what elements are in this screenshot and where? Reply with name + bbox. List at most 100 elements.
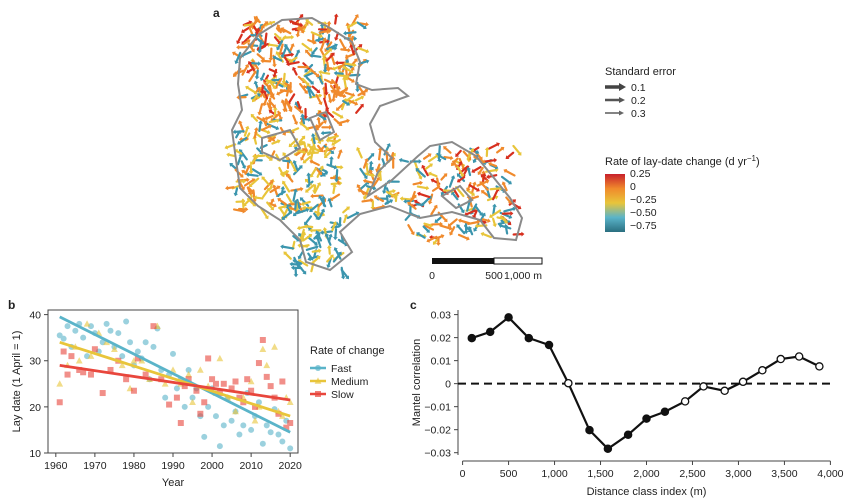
- direction-arrow: [326, 254, 334, 263]
- direction-arrow: [325, 52, 335, 62]
- direction-arrow: [479, 212, 486, 222]
- direction-arrow: [443, 155, 454, 161]
- map-panel: [224, 13, 525, 280]
- data-point: [130, 357, 138, 364]
- data-point: [209, 376, 216, 383]
- direction-arrow: [278, 166, 286, 178]
- direction-arrow: [422, 153, 432, 160]
- direction-arrow: [321, 195, 326, 207]
- direction-arrow: [333, 70, 344, 76]
- scale-label-500: 500: [485, 270, 503, 282]
- direction-arrow: [268, 99, 276, 109]
- data-point: [228, 417, 235, 424]
- direction-arrow: [315, 93, 323, 106]
- direction-arrow: [257, 103, 264, 116]
- direction-arrow: [294, 14, 304, 26]
- trend-line-medium: [59, 340, 291, 418]
- direction-arrow: [258, 120, 263, 133]
- direction-arrow: [503, 168, 516, 177]
- significant-point: [544, 340, 554, 350]
- direction-arrow: [346, 211, 360, 220]
- direction-arrow: [253, 195, 264, 201]
- direction-arrow: [247, 60, 255, 72]
- direction-arrow: [409, 194, 417, 203]
- direction-arrow: [272, 68, 278, 78]
- direction-arrow: [252, 153, 266, 159]
- direction-arrow: [305, 244, 319, 251]
- direction-arrow: [318, 69, 331, 75]
- direction-arrow: [342, 206, 350, 214]
- direction-arrow: [448, 175, 456, 188]
- direction-arrow: [292, 160, 299, 171]
- direction-arrow: [348, 72, 361, 78]
- direction-arrow: [309, 228, 322, 233]
- direction-arrow: [268, 84, 274, 99]
- direction-arrow: [292, 114, 299, 126]
- direction-arrow: [246, 67, 255, 74]
- significant-point: [467, 333, 477, 343]
- data-point: [111, 345, 118, 353]
- direction-arrow: [342, 65, 354, 74]
- data-point: [115, 330, 122, 337]
- direction-arrow: [356, 21, 367, 30]
- data-point: [287, 445, 294, 452]
- y-axis-label: Mantel correlation: [411, 339, 423, 426]
- direction-arrow: [297, 251, 304, 260]
- direction-arrow: [248, 177, 260, 188]
- direction-arrow: [457, 218, 471, 225]
- nonsignificant-point: [564, 378, 573, 388]
- direction-arrow: [342, 99, 351, 106]
- direction-arrow: [330, 79, 339, 88]
- data-point: [68, 353, 75, 360]
- direction-arrow: [306, 235, 318, 246]
- data-point: [169, 366, 177, 373]
- direction-arrow: [283, 251, 292, 260]
- direction-arrow: [293, 199, 299, 210]
- data-point: [259, 336, 266, 343]
- nonsignificant-point: [720, 386, 729, 396]
- trend-line-slow: [59, 363, 291, 402]
- x-tick-label: 2,500: [679, 468, 705, 480]
- data-point: [134, 355, 141, 362]
- direction-arrow: [331, 221, 338, 232]
- direction-arrow: [243, 125, 250, 137]
- direction-arrow: [456, 166, 465, 178]
- y-tick-label: 0.02: [431, 333, 452, 345]
- data-point: [248, 426, 255, 433]
- data-point: [216, 354, 224, 362]
- direction-arrow: [338, 38, 347, 51]
- direction-arrow: [483, 157, 498, 163]
- direction-arrow: [471, 166, 482, 173]
- direction-arrow: [251, 168, 263, 176]
- data-point: [87, 323, 94, 330]
- direction-arrow: [264, 78, 276, 84]
- data-point: [279, 438, 286, 445]
- direction-arrow: [340, 266, 346, 280]
- data-point: [134, 348, 141, 355]
- y-tick-label: −0.01: [424, 402, 451, 414]
- direction-arrow: [302, 156, 311, 164]
- direction-arrow: [240, 198, 246, 209]
- direction-arrow: [466, 148, 475, 161]
- scale-label-0: 0: [429, 270, 435, 282]
- direction-arrow: [296, 100, 302, 110]
- direction-arrow: [293, 165, 303, 176]
- direction-arrow: [268, 118, 280, 124]
- direction-arrow: [343, 213, 349, 224]
- direction-arrow: [269, 81, 276, 90]
- direction-arrow: [286, 61, 300, 67]
- direction-arrow: [225, 185, 235, 191]
- data-point: [150, 343, 157, 350]
- legend-marker: [315, 365, 321, 371]
- direction-arrow: [455, 149, 462, 157]
- direction-arrow: [323, 146, 330, 156]
- direction-arrow: [292, 258, 303, 265]
- direction-arrow: [356, 46, 370, 54]
- direction-arrow: [261, 176, 270, 186]
- x-axis-label: Year: [162, 477, 185, 489]
- direction-arrow: [272, 184, 278, 196]
- se-label-1: 0.1: [631, 82, 646, 94]
- data-point: [185, 366, 192, 373]
- direction-arrow: [301, 77, 310, 87]
- data-point: [80, 334, 87, 341]
